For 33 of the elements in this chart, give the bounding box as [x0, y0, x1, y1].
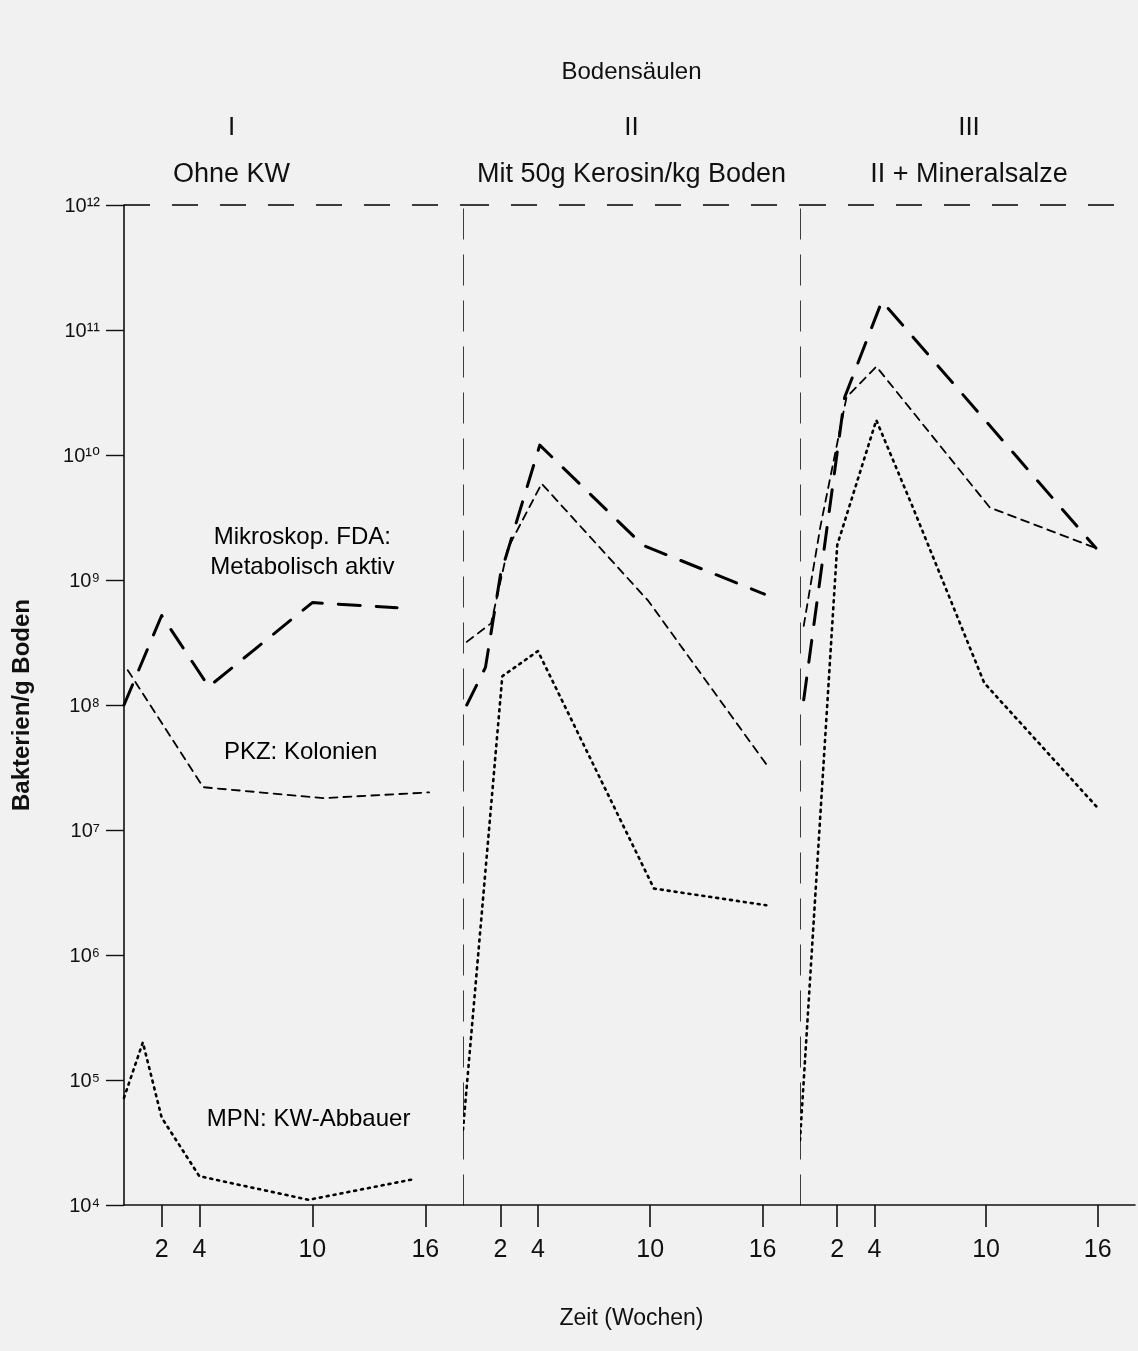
chart-subtitle: Mit 50g Kerosin/kg Boden	[476, 157, 787, 188]
x-tick-label: 4	[530, 1233, 545, 1262]
x-tick-label: 2	[493, 1233, 508, 1262]
chart-title: II	[624, 111, 639, 141]
chart-title: I	[227, 111, 236, 141]
y-tick-label: 10⁹	[69, 569, 100, 591]
x-tick-label: 16	[1083, 1233, 1112, 1262]
x-tick-label: 2	[830, 1233, 845, 1262]
y-tick-label: 10⁶	[69, 944, 100, 966]
x-tick-label: 10	[636, 1233, 665, 1262]
y-tick-label: 10¹²	[64, 194, 101, 216]
text: Bodensäulen	[561, 56, 702, 84]
chart-title: III	[958, 111, 980, 141]
chart-subtitle: Ohne KW	[172, 157, 291, 188]
x-tick-label: 10	[972, 1233, 1001, 1262]
y-axis-title: Bakterien/g Boden	[6, 598, 34, 812]
series-label: MPN: KW-Abbauer	[206, 1104, 411, 1132]
x-tick-label: 4	[192, 1233, 207, 1262]
chart-subtitle: II + Mineralsalze	[870, 157, 1068, 188]
x-tick-label: 10	[298, 1233, 327, 1262]
x-tick-label: 16	[411, 1233, 440, 1262]
y-tick-label: 10⁸	[69, 694, 100, 716]
y-tick-label: 10⁴	[69, 1194, 100, 1216]
x-axis-title: Zeit (Wochen)	[559, 1303, 704, 1330]
y-tick-label: 10⁵	[69, 1069, 100, 1091]
series-label: Mikroskop. FDA: Metabolisch aktiv	[210, 522, 395, 580]
x-tick-label: 2	[154, 1233, 169, 1262]
x-tick-label: 16	[748, 1233, 777, 1262]
x-tick-label: 4	[867, 1233, 882, 1262]
y-tick-label: 10⁷	[70, 819, 100, 841]
series-label: PKZ: Kolonien	[223, 736, 378, 764]
y-tick-label: 10¹¹	[64, 319, 101, 341]
y-tick-label: 10¹⁰	[63, 444, 100, 466]
